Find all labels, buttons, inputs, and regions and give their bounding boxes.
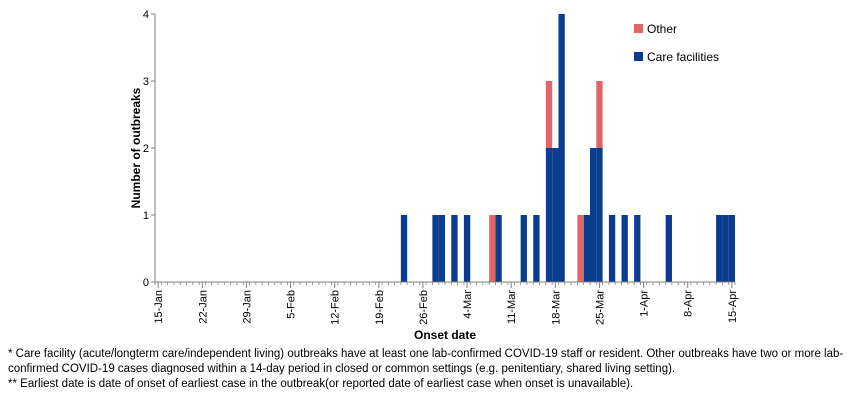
- bar-other: [545, 81, 553, 148]
- bar-care-facilities: [495, 215, 502, 282]
- bar-care-facilities: [520, 215, 527, 282]
- bar-care-facilities: [665, 215, 672, 282]
- x-tick-label: 5-Feb: [286, 290, 298, 319]
- bar-care-facilities: [583, 215, 590, 282]
- x-tick-label: 29-Jan: [241, 290, 253, 324]
- y-tick-label: 0: [143, 277, 149, 289]
- legend-label-care-facilities: Care facilities: [647, 50, 719, 64]
- bar-care-facilities: [728, 215, 735, 282]
- x-tick-label: 18-Mar: [550, 290, 562, 325]
- footnote-care-facility: * Care facility (acute/longterm care/ind…: [8, 348, 844, 375]
- bar-other: [596, 81, 603, 148]
- bar-care-facilities: [545, 148, 553, 282]
- bar-care-facilities: [722, 215, 729, 282]
- x-tick-label: 15-Jan: [153, 290, 165, 324]
- x-tick-label: 26-Feb: [418, 290, 430, 325]
- x-tick-label: 1-Apr: [639, 290, 651, 317]
- x-tick-label: 11-Mar: [506, 290, 518, 324]
- legend-label-other: Other: [647, 22, 677, 36]
- bar-care-facilities: [716, 215, 723, 282]
- footnotes: * Care facility (acute/longterm care/ind…: [8, 347, 848, 392]
- bar-care-facilities: [463, 215, 471, 282]
- x-tick-label: 15-Apr: [727, 290, 739, 323]
- bar-care-facilities: [432, 215, 439, 282]
- outbreak-chart: 0 1 2 3 4 15-Jan 22-Jan 29-Jan 5-Feb 12-Feb 19-Feb…: [129, 9, 739, 342]
- bar-care-facilities: [621, 215, 628, 282]
- x-tick-label: 12-Feb: [330, 290, 342, 325]
- bar-care-facilities: [590, 148, 597, 282]
- y-tick-label: 4: [143, 9, 149, 21]
- bar-care-facilities: [596, 148, 603, 282]
- legend-swatch-other: [634, 24, 643, 33]
- x-tick-label: 22-Jan: [197, 290, 209, 324]
- bar-care-facilities: [634, 215, 641, 282]
- x-axis-title: Onset date: [414, 328, 476, 342]
- bar-care-facilities: [552, 148, 559, 282]
- y-axis-title: Number of outbreaks: [129, 87, 143, 208]
- x-tick-label: 8-Apr: [683, 290, 695, 317]
- bar-care-facilities: [451, 215, 458, 282]
- y-tick-label: 1: [143, 210, 149, 222]
- bar-care-facilities: [438, 215, 445, 282]
- x-tick-label: 19-Feb: [374, 290, 386, 325]
- footnote-earliest-date: ** Earliest date is date of onset of ear…: [8, 378, 634, 390]
- y-tick-label: 3: [143, 76, 149, 88]
- x-tick-label: 25-Mar: [594, 290, 606, 325]
- bar-other: [577, 215, 584, 282]
- bar-care-facilities: [608, 215, 616, 282]
- y-tick-label: 2: [143, 143, 149, 155]
- bar-other: [489, 215, 496, 282]
- bar-care-facilities: [400, 215, 408, 282]
- x-tick-label: 4-Mar: [462, 290, 474, 319]
- bar-care-facilities: [533, 215, 540, 282]
- bar-care-facilities: [558, 14, 565, 282]
- legend-swatch-care-facilities: [634, 52, 643, 61]
